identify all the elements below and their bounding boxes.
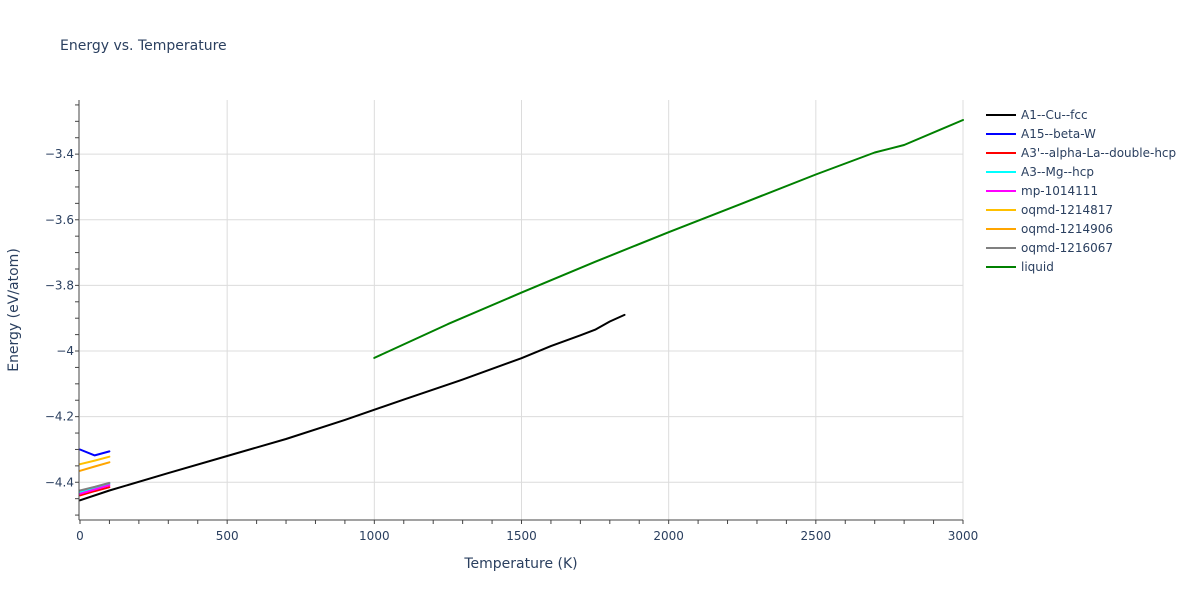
- x-tick-label: 500: [216, 529, 239, 543]
- legend-item[interactable]: oqmd-1214906: [986, 222, 1113, 236]
- legend[interactable]: A1--Cu--fcc A15--beta-W A3'--alpha-La--dou…: [986, 108, 1176, 274]
- legend-label: A15--beta-W: [1021, 127, 1096, 141]
- series-line: [79, 461, 111, 472]
- x-tick-label: 1500: [506, 529, 537, 543]
- x-tick-label: 2500: [801, 529, 832, 543]
- legend-item[interactable]: A3'--alpha-La--double-hcp: [986, 146, 1176, 160]
- series-line: [79, 448, 111, 457]
- legend-label: liquid: [1021, 260, 1054, 274]
- legend-label: A3--Mg--hcp: [1021, 165, 1094, 179]
- y-axis-title: Energy (eV/atom): [6, 248, 22, 372]
- series-line: [373, 119, 964, 359]
- series-line: [79, 313, 626, 502]
- x-tick-label: 1000: [359, 529, 390, 543]
- legend-label: A3'--alpha-La--double-hcp: [1021, 146, 1176, 160]
- legend-item[interactable]: oqmd-1214817: [986, 203, 1113, 217]
- series-line: [79, 486, 111, 497]
- x-tick-label: 3000: [948, 529, 979, 543]
- y-tick-label: −3.6: [45, 213, 74, 227]
- chart-title: Energy vs. Temperature: [60, 38, 227, 54]
- legend-label: mp-1014111: [1021, 184, 1098, 198]
- grid: [80, 100, 964, 520]
- y-tick-label: −4: [56, 344, 74, 358]
- legend-label: A1--Cu--fcc: [1021, 108, 1088, 122]
- x-tick-label: 2000: [653, 529, 684, 543]
- legend-item[interactable]: mp-1014111: [986, 184, 1098, 198]
- plot-area: [79, 119, 964, 502]
- axes: 0 500 1000 1500 2000 2500 3000 −4.4 −4.2 −4 −3.8 −3…: [45, 100, 978, 543]
- series-line: [79, 455, 111, 466]
- legend-item[interactable]: oqmd-1216067: [986, 241, 1113, 255]
- series-line: [79, 484, 111, 495]
- y-tick-label: −3.8: [45, 278, 74, 292]
- y-tick-label: −4.4: [45, 475, 74, 489]
- legend-label: oqmd-1214817: [1021, 203, 1113, 217]
- y-tick-label: −3.4: [45, 147, 74, 161]
- x-tick-label: 0: [76, 529, 84, 543]
- legend-item[interactable]: A3--Mg--hcp: [986, 165, 1094, 179]
- legend-item[interactable]: A15--beta-W: [986, 127, 1096, 141]
- x-axis-title: Temperature (K): [463, 556, 577, 572]
- legend-item[interactable]: liquid: [986, 260, 1054, 274]
- y-tick-label: −4.2: [45, 410, 74, 424]
- legend-item[interactable]: A1--Cu--fcc: [986, 108, 1088, 122]
- legend-label: oqmd-1214906: [1021, 222, 1113, 236]
- legend-label: oqmd-1216067: [1021, 241, 1113, 255]
- series-line: [79, 481, 111, 492]
